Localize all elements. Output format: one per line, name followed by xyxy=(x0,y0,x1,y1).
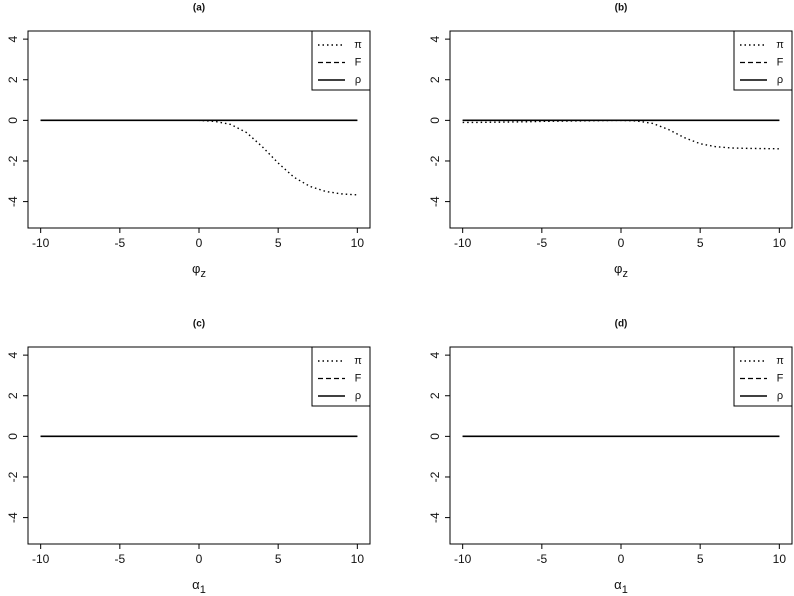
x-tick-label: 5 xyxy=(275,236,282,250)
x-tick-label: -5 xyxy=(536,236,547,250)
legend-label: ρ xyxy=(355,74,361,86)
y-tick-label: -4 xyxy=(428,196,442,207)
y-tick-label: -2 xyxy=(6,471,20,482)
y-tick-label: 2 xyxy=(6,76,20,83)
legend-label: F xyxy=(355,372,362,384)
legend-label: ρ xyxy=(777,390,783,402)
legend-label: F xyxy=(355,56,362,68)
legend-label: π xyxy=(776,39,784,51)
x-tick-label: 10 xyxy=(351,552,365,566)
y-tick-label: 0 xyxy=(428,433,442,440)
x-axis-label-sub: z xyxy=(200,268,206,280)
x-tick-label: 5 xyxy=(275,552,282,566)
legend-label: ρ xyxy=(355,390,361,402)
y-tick-label: 0 xyxy=(6,117,20,124)
panel: (c) -4 -2 0 2 4 -10 -5 0 5 10 α1 πFρ xyxy=(6,319,371,596)
x-axis-label: α1 xyxy=(614,577,628,595)
panel-title: (a) xyxy=(193,3,205,14)
panel: (a) -4 -2 0 2 4 -10 -5 0 5 10 φz πFρ xyxy=(6,3,371,280)
x-tick-label: -5 xyxy=(114,236,125,250)
x-tick-label: -5 xyxy=(536,552,547,566)
y-tick-label: 0 xyxy=(428,117,442,124)
panel-title: (d) xyxy=(615,319,628,330)
y-tick-label: -2 xyxy=(428,471,442,482)
x-axis-label-base: α xyxy=(192,577,200,592)
x-axis-label: φz xyxy=(192,261,206,279)
x-axis-label-sub: 1 xyxy=(200,584,206,596)
y-tick-label: -4 xyxy=(6,196,20,207)
panel: (b) -4 -2 0 2 4 -10 -5 0 5 10 φz πFρ xyxy=(428,3,793,280)
legend-label: π xyxy=(776,355,784,367)
x-tick-label: -10 xyxy=(454,236,472,250)
x-tick-label: -5 xyxy=(114,552,125,566)
x-axis-label-sub: 1 xyxy=(622,584,628,596)
legend-label: π xyxy=(354,39,362,51)
y-tick-label: 4 xyxy=(428,35,442,42)
panel-title: (c) xyxy=(193,319,205,330)
x-tick-label: 5 xyxy=(697,552,704,566)
x-axis-label-sub: z xyxy=(622,268,628,280)
x-tick-label: 0 xyxy=(618,552,625,566)
x-tick-label: 5 xyxy=(697,236,704,250)
x-axis-label-base: φ xyxy=(192,261,200,276)
x-tick-label: 0 xyxy=(618,236,625,250)
legend-label: F xyxy=(777,372,784,384)
y-tick-label: 2 xyxy=(428,392,442,399)
x-tick-label: 10 xyxy=(773,236,787,250)
y-tick-label: -2 xyxy=(428,155,442,166)
x-axis-label-base: φ xyxy=(614,261,622,276)
y-tick-label: 4 xyxy=(428,351,442,358)
panel-title: (b) xyxy=(615,3,628,14)
x-tick-label: -10 xyxy=(32,236,50,250)
y-tick-label: 2 xyxy=(6,392,20,399)
x-tick-label: 10 xyxy=(351,236,365,250)
x-axis-label: φz xyxy=(614,261,628,279)
series-line xyxy=(462,119,780,150)
series-line xyxy=(40,119,358,196)
x-axis-label-base: α xyxy=(614,577,622,592)
y-tick-label: -4 xyxy=(6,512,20,523)
y-tick-label: -2 xyxy=(6,155,20,166)
y-tick-label: 4 xyxy=(6,351,20,358)
panel: (d) -4 -2 0 2 4 -10 -5 0 5 10 α1 πFρ xyxy=(428,319,793,596)
legend-label: F xyxy=(777,56,784,68)
y-tick-label: -4 xyxy=(428,512,442,523)
y-tick-label: 0 xyxy=(6,433,20,440)
x-axis-label: α1 xyxy=(192,577,206,595)
x-tick-label: -10 xyxy=(454,552,472,566)
legend-label: π xyxy=(354,355,362,367)
x-tick-label: 0 xyxy=(196,552,203,566)
y-tick-label: 2 xyxy=(428,76,442,83)
x-tick-label: 0 xyxy=(196,236,203,250)
y-tick-label: 4 xyxy=(6,35,20,42)
legend-label: ρ xyxy=(777,74,783,86)
x-tick-label: 10 xyxy=(773,552,787,566)
x-tick-label: -10 xyxy=(32,552,50,566)
